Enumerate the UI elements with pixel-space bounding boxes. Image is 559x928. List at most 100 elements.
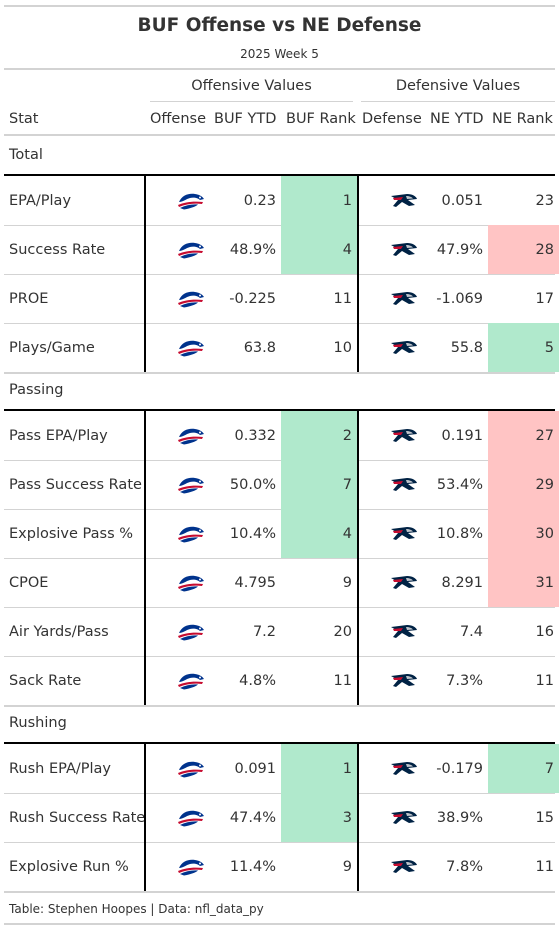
new-england-patriots-logo-icon [359, 323, 449, 372]
spanner-offensive-rule [150, 101, 353, 102]
buf-rank-value: 2 [281, 411, 357, 460]
new-england-patriots-logo-icon [359, 558, 449, 607]
table-row: PROE -0.225 11 -1.069 17 [4, 274, 555, 323]
buf-rank-value: 1 [281, 176, 357, 225]
buf-rank-value: 9 [342, 858, 352, 875]
defense-column-rule [357, 742, 359, 891]
col-header-buf-ytd: BUF YTD [214, 111, 277, 127]
buf-rank-value: 11 [333, 290, 352, 307]
defense-column-rule [357, 174, 359, 372]
row-group-label: Rushing [9, 715, 67, 731]
buf-ytd-value: 4.8% [239, 672, 276, 689]
buf-ytd-value: 47.4% [229, 809, 276, 826]
stat-name: Explosive Run % [9, 858, 129, 875]
row-divider [4, 842, 555, 843]
ne-rank-value: 30 [488, 509, 559, 558]
offense-column-rule [144, 174, 146, 372]
table-row: Rush EPA/Play 0.091 1 -0.179 7 [4, 744, 559, 793]
buf-ytd-value: 0.091 [234, 760, 276, 777]
stat-name: Success Rate [9, 241, 106, 258]
row-group-label: Total [9, 147, 43, 163]
buf-ytd-value: -0.225 [229, 290, 276, 307]
table-subtitle: 2025 Week 5 [240, 47, 319, 61]
buf-ytd-value: 63.8 [243, 339, 276, 356]
new-england-patriots-logo-icon [359, 656, 449, 705]
ne-rank-value: 17 [535, 290, 554, 307]
buf-ytd-value: 4.795 [234, 574, 276, 591]
table-row: Pass Success Rate 50.0% 7 53.4% 29 [4, 460, 559, 509]
buf-rank-value: 9 [342, 574, 352, 591]
col-header-ne-ytd: NE YTD [430, 111, 484, 127]
top-rule [4, 5, 555, 7]
row-group-rule [4, 409, 555, 411]
stat-name: Sack Rate [9, 672, 82, 689]
buffalo-bills-logo-icon [146, 793, 236, 842]
buf-ytd-value: 0.332 [234, 427, 276, 444]
new-england-patriots-logo-icon [359, 842, 449, 891]
table-row: CPOE 4.795 9 8.291 31 [4, 558, 559, 607]
buf-ytd-value: 11.4% [229, 858, 276, 875]
table-row: Sack Rate 4.8% 11 7.3% 11 [4, 656, 555, 705]
table-row: Pass EPA/Play 0.332 2 0.191 27 [4, 411, 559, 460]
row-divider [4, 891, 555, 893]
buffalo-bills-logo-icon [146, 323, 236, 372]
table-row: EPA/Play 0.23 1 0.051 23 [4, 176, 555, 225]
ne-ytd-value: 55.8 [450, 339, 483, 356]
row-divider [4, 274, 555, 275]
ne-rank-value: 7 [488, 744, 559, 793]
ne-ytd-value: 0.191 [441, 427, 483, 444]
row-divider [4, 793, 555, 794]
buf-rank-value: 10 [333, 339, 352, 356]
stat-name: Rush Success Rate [9, 809, 146, 826]
table-bottom-rule [4, 923, 555, 925]
buf-rank-value: 4 [281, 225, 357, 274]
row-divider [4, 558, 555, 559]
buffalo-bills-logo-icon [146, 656, 236, 705]
ne-rank-value: 27 [488, 411, 559, 460]
table-row: Air Yards/Pass 7.2 20 7.4 16 [4, 607, 555, 656]
buf-rank-value: 3 [281, 793, 357, 842]
table-row: Explosive Run % 11.4% 9 7.8% 11 [4, 842, 555, 891]
ne-rank-value: 16 [535, 623, 554, 640]
table-row: Plays/Game 63.8 10 55.8 5 [4, 323, 559, 372]
buf-ytd-value: 10.4% [229, 525, 276, 542]
new-england-patriots-logo-icon [359, 176, 449, 225]
ne-ytd-value: 38.9% [436, 809, 483, 826]
table-row: Explosive Pass % 10.4% 4 10.8% 30 [4, 509, 559, 558]
new-england-patriots-logo-icon [359, 225, 449, 274]
buf-rank-value: 4 [281, 509, 357, 558]
row-group-rule [4, 174, 555, 176]
buffalo-bills-logo-icon [146, 411, 236, 460]
row-divider [4, 225, 555, 226]
buffalo-bills-logo-icon [146, 509, 236, 558]
buffalo-bills-logo-icon [146, 225, 236, 274]
row-divider [4, 460, 555, 461]
col-header-ne-rank: NE Rank [492, 111, 553, 127]
ne-ytd-value: 0.051 [441, 192, 483, 209]
ne-rank-value: 15 [535, 809, 554, 826]
buffalo-bills-logo-icon [146, 176, 236, 225]
defense-column-rule [357, 409, 359, 705]
buffalo-bills-logo-icon [146, 744, 236, 793]
row-divider [4, 705, 555, 707]
spanner-offensive-values: Offensive Values [191, 78, 312, 94]
ne-ytd-value: 10.8% [436, 525, 483, 542]
offense-column-rule [144, 409, 146, 705]
buf-ytd-value: 48.9% [229, 241, 276, 258]
row-divider [4, 509, 555, 510]
stat-name: Rush EPA/Play [9, 760, 111, 777]
ne-rank-value: 31 [488, 558, 559, 607]
buf-ytd-value: 50.0% [229, 476, 276, 493]
offense-column-rule [144, 742, 146, 891]
ne-ytd-value: 47.9% [436, 241, 483, 258]
buffalo-bills-logo-icon [146, 558, 236, 607]
new-england-patriots-logo-icon [359, 460, 449, 509]
table-row: Success Rate 48.9% 4 47.9% 28 [4, 225, 559, 274]
buffalo-bills-logo-icon [146, 607, 236, 656]
header-top-rule [4, 68, 555, 70]
ne-ytd-value: 8.291 [441, 574, 483, 591]
buf-rank-value: 7 [281, 460, 357, 509]
spanner-defensive-values: Defensive Values [395, 78, 521, 94]
ne-ytd-value: 7.4 [459, 623, 483, 640]
buf-ytd-value: 0.23 [243, 192, 276, 209]
